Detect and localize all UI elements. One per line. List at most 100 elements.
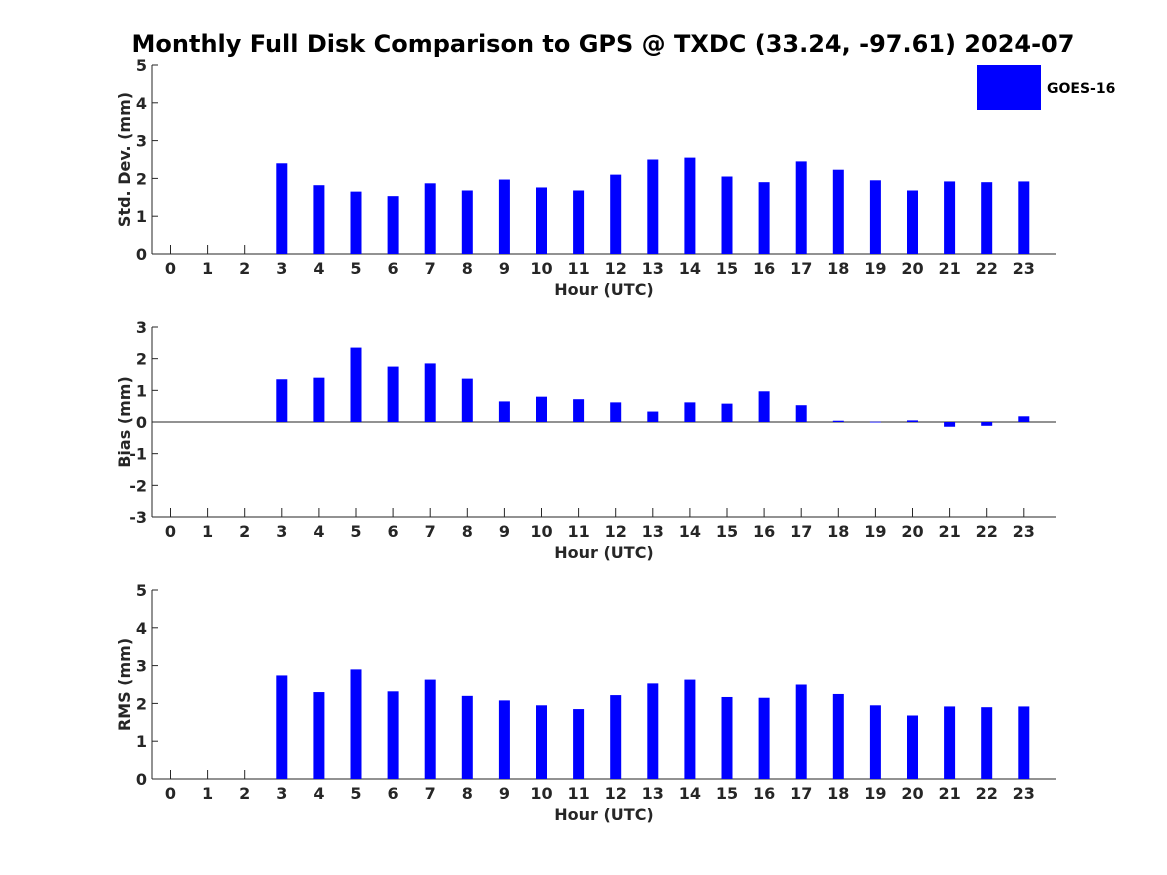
bar-hour-3 xyxy=(276,163,288,254)
x-tick-label: 1 xyxy=(202,259,213,278)
bar-hour-5 xyxy=(350,347,362,422)
x-tick-label: 9 xyxy=(499,522,510,541)
y-tick-label: 1 xyxy=(136,732,147,751)
x-tick-label: 6 xyxy=(388,259,399,278)
x-tick-label: 7 xyxy=(425,259,436,278)
bar-hour-19 xyxy=(869,705,881,779)
x-tick-label: 4 xyxy=(313,259,324,278)
bar-hour-14 xyxy=(684,157,696,254)
x-tick-label: 12 xyxy=(605,784,627,803)
bar-hour-4 xyxy=(313,692,325,779)
x-axis-label: Hour (UTC) xyxy=(554,280,654,299)
y-tick-label: 3 xyxy=(136,132,147,151)
x-tick-label: 1 xyxy=(202,784,213,803)
x-tick-label: 7 xyxy=(425,784,436,803)
x-tick-label: 13 xyxy=(642,522,664,541)
y-tick-label: 5 xyxy=(136,581,147,600)
x-tick-label: 17 xyxy=(790,259,812,278)
x-tick-label: 20 xyxy=(901,522,923,541)
bar-hour-8 xyxy=(461,695,473,779)
bar-hour-6 xyxy=(387,691,399,779)
x-tick-label: 7 xyxy=(425,522,436,541)
bar-hour-22 xyxy=(981,422,993,426)
bar-hour-19 xyxy=(869,421,881,423)
bar-hour-14 xyxy=(684,402,696,422)
bar-hour-16 xyxy=(758,182,770,254)
bar-hour-4 xyxy=(313,377,325,422)
bar-hour-5 xyxy=(350,191,362,254)
y-tick-label: 4 xyxy=(136,94,147,113)
y-tick-label: 3 xyxy=(136,657,147,676)
x-tick-label: 23 xyxy=(1013,522,1035,541)
y-tick-label: 2 xyxy=(136,350,147,369)
x-tick-label: 3 xyxy=(276,784,287,803)
y-axis-label: RMS (mm) xyxy=(115,638,134,731)
bar-hour-10 xyxy=(536,187,547,254)
x-tick-label: 18 xyxy=(827,259,849,278)
x-tick-label: 20 xyxy=(901,784,923,803)
bar-hour-6 xyxy=(387,196,399,254)
x-tick-label: 4 xyxy=(313,522,324,541)
x-tick-label: 5 xyxy=(350,522,361,541)
bar-hour-11 xyxy=(573,709,585,779)
x-tick-label: 23 xyxy=(1013,259,1035,278)
x-tick-label: 12 xyxy=(605,259,627,278)
bar-hour-23 xyxy=(1018,181,1030,254)
bar-hour-13 xyxy=(647,411,659,422)
y-tick-label: 2 xyxy=(136,694,147,713)
x-tick-label: 15 xyxy=(716,522,738,541)
bar-hour-7 xyxy=(424,363,436,422)
bar-hour-14 xyxy=(684,679,696,779)
x-tick-label: 0 xyxy=(165,784,176,803)
bar-hour-4 xyxy=(313,185,325,254)
bar-hour-21 xyxy=(944,181,956,254)
bar-hour-7 xyxy=(424,183,436,254)
y-tick-label: 1 xyxy=(136,381,147,400)
bar-hour-22 xyxy=(981,182,993,254)
x-tick-label: 11 xyxy=(567,259,589,278)
bar-hour-15 xyxy=(721,176,733,254)
x-tick-label: 2 xyxy=(239,522,250,541)
x-tick-label: 16 xyxy=(753,259,775,278)
x-tick-label: 20 xyxy=(901,259,923,278)
y-tick-label: 0 xyxy=(136,245,147,264)
bar-hour-3 xyxy=(276,379,288,422)
bar-hour-17 xyxy=(795,161,807,254)
bar-hour-20 xyxy=(907,190,918,254)
bar-hour-10 xyxy=(536,396,547,422)
chart-title: Monthly Full Disk Comparison to GPS @ TX… xyxy=(132,30,1075,58)
y-tick-label: -3 xyxy=(129,508,147,527)
x-tick-label: 18 xyxy=(827,784,849,803)
y-axis-label: Std. Dev. (mm) xyxy=(115,92,134,227)
y-tick-label: 0 xyxy=(136,770,147,789)
bar-hour-16 xyxy=(758,391,770,422)
x-tick-label: 10 xyxy=(530,259,552,278)
x-tick-label: 14 xyxy=(679,784,701,803)
legend: GOES-16 xyxy=(977,65,1115,110)
bar-hour-15 xyxy=(721,403,733,422)
x-tick-label: 1 xyxy=(202,522,213,541)
legend-swatch xyxy=(977,65,1041,110)
x-tick-label: 4 xyxy=(313,784,324,803)
bar-hour-9 xyxy=(498,401,510,422)
x-tick-label: 21 xyxy=(938,784,960,803)
bar-hour-15 xyxy=(721,696,733,779)
x-tick-label: 13 xyxy=(642,784,664,803)
bar-hour-13 xyxy=(647,683,659,779)
x-tick-label: 14 xyxy=(679,522,701,541)
bar-hour-18 xyxy=(832,693,844,779)
bar-hour-20 xyxy=(907,420,918,422)
x-tick-label: 19 xyxy=(864,259,886,278)
bar-hour-12 xyxy=(610,174,622,254)
x-tick-label: 15 xyxy=(716,784,738,803)
x-tick-label: 8 xyxy=(462,522,473,541)
bar-hour-23 xyxy=(1018,706,1030,779)
bar-hour-18 xyxy=(832,169,844,254)
bar-hour-10 xyxy=(536,705,547,779)
bar-hour-18 xyxy=(832,420,844,422)
x-tick-label: 0 xyxy=(165,522,176,541)
bar-hour-22 xyxy=(981,707,993,779)
x-tick-label: 16 xyxy=(753,784,775,803)
